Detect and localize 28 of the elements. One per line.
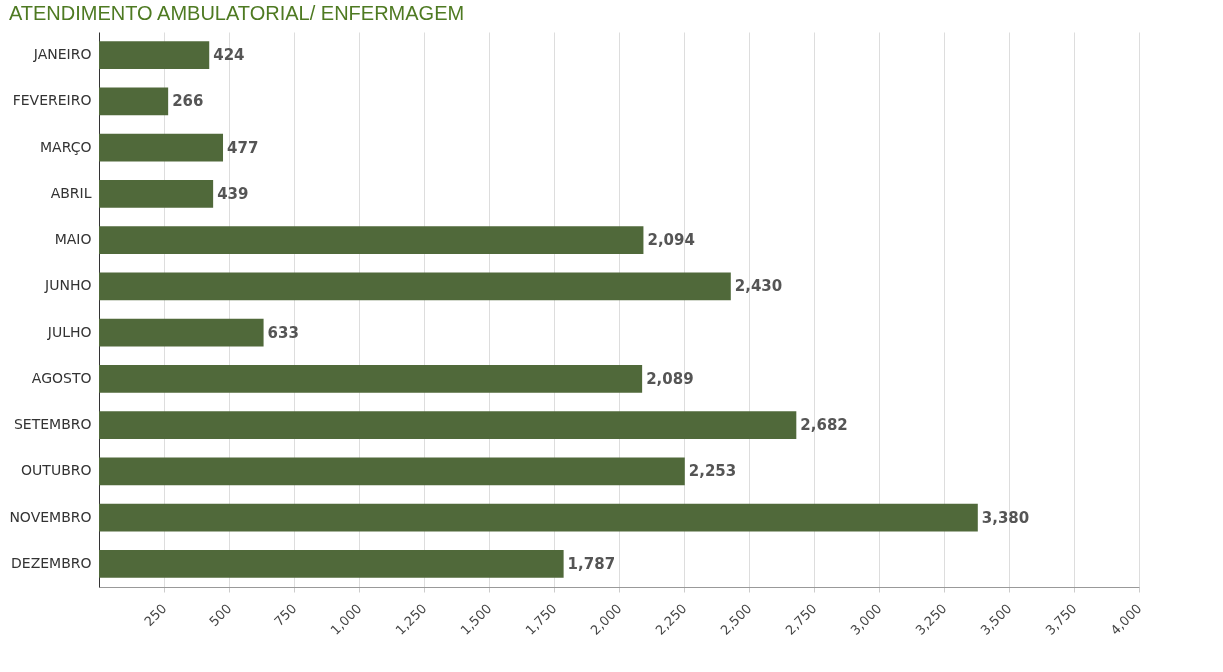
data-label: 424 [213,46,245,65]
y-tick-label: JUNHO [44,277,92,294]
y-tick-label: SETEMBRO [13,416,92,433]
x-tick-label: 750 [271,600,300,630]
data-label: 2,430 [734,277,783,296]
y-tick-label: ABRIL [50,184,92,201]
x-tick-label: 500 [206,600,235,630]
y-tick-label: AGOSTO [31,369,92,386]
y-tick-label: FEVEREIRO [12,92,92,109]
data-label: 2,094 [647,231,695,250]
y-tick-label: MARÇO [40,138,92,155]
data-label: 2,682 [800,416,848,435]
y-tick-label: MAIO [54,231,92,248]
y-tick-label: OUTUBRO [21,462,92,479]
data-label: 633 [267,323,299,342]
data-label: 1,787 [567,554,616,573]
y-tick-label: JANEIRO [32,46,92,63]
y-tick-label: JULHO [46,323,92,340]
chart-title: ATENDIMENTO AMBULATORIAL/ ENFERMAGEM [8,2,465,24]
x-tick-label: 250 [141,600,170,630]
data-label: 439 [217,184,249,203]
data-label: 3,380 [981,508,1030,527]
y-tick-label: NOVEMBRO [9,508,92,525]
data-label: 266 [172,92,204,111]
data-label: 477 [227,138,259,157]
y-tick-label: DEZEMBRO [11,554,92,571]
data-label: 2,253 [688,462,737,481]
data-label: 2,089 [646,369,694,388]
